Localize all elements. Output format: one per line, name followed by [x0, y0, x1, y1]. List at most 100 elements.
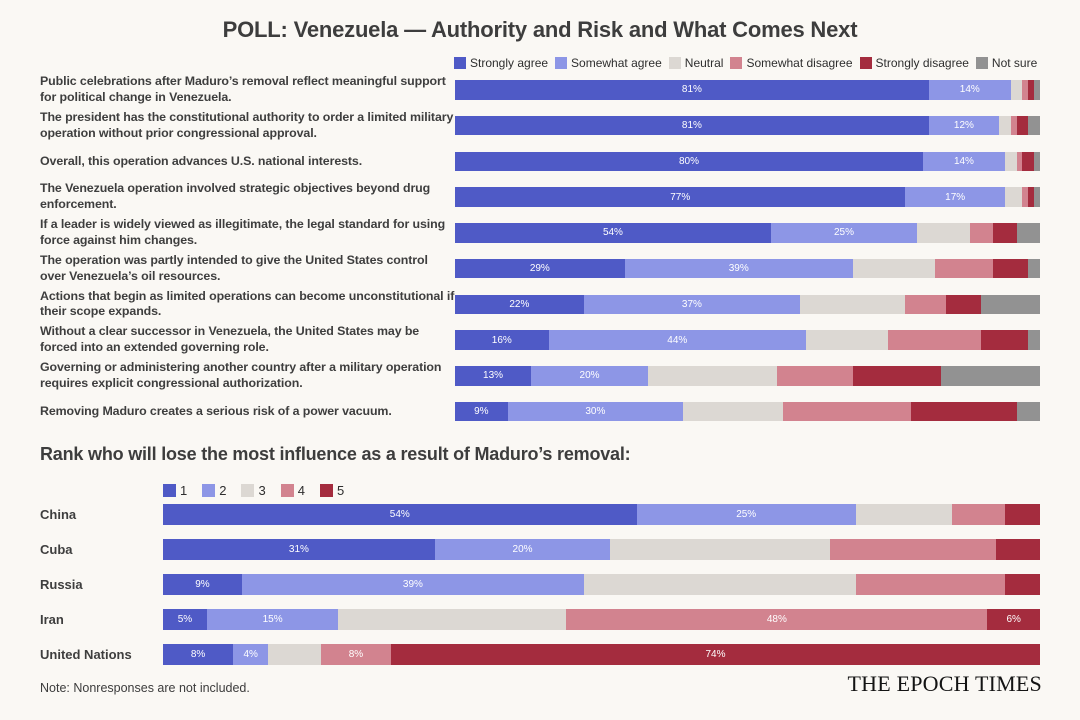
statement-row: Without a clear successor in Venezuela, …	[40, 322, 1040, 358]
value-label: 54%	[389, 509, 410, 520]
bar-segment-strongly-agree: 16%	[455, 330, 549, 350]
legend-item-2: 2	[202, 483, 226, 498]
bar-segment-somewhat-disagree	[782, 401, 912, 422]
bar-segment-neutral	[805, 330, 888, 350]
bar-segment-strongly-agree: 29%	[455, 258, 625, 279]
legend-swatch-not-sure	[975, 57, 988, 69]
value-label: 39%	[402, 579, 423, 590]
statement-row: Actions that begin as limited operations…	[40, 287, 1040, 323]
bar-segment-2: 4%	[233, 644, 269, 665]
bar-segment-1: 54%	[163, 504, 637, 525]
bar-segment-strongly-disagree	[1016, 115, 1029, 136]
bar-segment-strongly-disagree	[993, 258, 1029, 279]
value-label: 8%	[348, 649, 364, 660]
value-label: 6%	[1006, 614, 1021, 625]
value-label: 15%	[262, 614, 283, 625]
bar-segment-4	[829, 539, 997, 560]
value-label: 12%	[953, 120, 974, 132]
bar-segment-1: 8%	[163, 644, 234, 665]
row-label-cuba: Cuba	[40, 542, 73, 557]
value-label: 13%	[483, 370, 504, 382]
legend-swatch-strongly-disagree	[859, 57, 872, 69]
bar-segment-not-sure	[1034, 151, 1040, 172]
value-label: 16%	[491, 334, 512, 346]
value-label: 80%	[678, 155, 699, 167]
bar-segment-not-sure	[940, 366, 1040, 386]
bar-segment-strongly-disagree	[1022, 151, 1035, 172]
bar-segment-5: 6%	[987, 609, 1040, 630]
row-label-the-venezuela-operation-involv: The Venezuela operation involved strateg…	[40, 181, 431, 212]
value-label: 9%	[195, 579, 210, 590]
bar-segment-not-sure	[1016, 223, 1040, 243]
bar-segment-strongly-agree: 22%	[455, 294, 584, 315]
value-label: 44%	[667, 334, 688, 346]
country-row: United Nations 8% 4% 8% 74%	[40, 637, 1040, 672]
bar-segment-4: 48%	[566, 609, 988, 630]
bar-segment-not-sure	[1028, 258, 1040, 279]
bar-segment-4	[855, 574, 1005, 595]
bar-segment-not-sure	[1034, 80, 1040, 100]
bar-segment-strongly-disagree	[1028, 80, 1035, 100]
bar-segment-somewhat-disagree	[887, 330, 982, 350]
legend-item-5: 5	[319, 483, 344, 498]
bar-segment-somewhat-agree: 20%	[531, 366, 649, 386]
page-title: POLL: Venezuela — Authority and Risk and…	[222, 17, 858, 42]
bar-segment-strongly-agree: 81%	[455, 115, 929, 136]
legend-item-somewhat-agree: Somewhat agree	[555, 56, 662, 70]
stacked-bar: 29% 39%	[455, 258, 1040, 279]
stacked-bar: 77% 17%	[455, 187, 1040, 207]
row-label-actions-that-begin-as-limited-: Actions that begin as limited operations…	[40, 288, 455, 319]
stacked-bar: 54% 25%	[163, 504, 1040, 525]
row-label-removing-maduro-creates-a-seri: Removing Maduro creates a serious risk o…	[40, 403, 392, 418]
value-label: 25%	[736, 509, 757, 520]
legend-item-strongly-agree: Strongly agree	[454, 56, 548, 70]
legend-label: 1	[180, 483, 188, 498]
value-label: 14%	[959, 84, 980, 96]
value-label: 39%	[728, 263, 749, 275]
legend-swatch-2	[202, 484, 216, 497]
stacked-bar: 16% 44%	[455, 330, 1040, 350]
bar-segment-somewhat-agree: 37%	[583, 294, 801, 315]
bar-segment-3	[855, 504, 953, 525]
value-label: 74%	[705, 649, 726, 660]
legend-item-strongly-disagree: Strongly disagree	[859, 56, 969, 70]
bar-segment-somewhat-disagree	[934, 258, 994, 279]
bar-segment-neutral	[1004, 151, 1017, 172]
value-label: 14%	[953, 155, 974, 167]
value-label: 30%	[585, 406, 606, 418]
agreement-chart: Public celebrations after Maduro’s remov…	[40, 72, 1040, 430]
value-label: 48%	[766, 614, 787, 625]
bar-segment-4	[952, 504, 1005, 525]
country-row: Cuba 31% 20%	[40, 532, 1040, 567]
bar-segment-5	[996, 539, 1040, 560]
stacked-bar: 13% 20%	[455, 366, 1040, 386]
bar-segment-somewhat-disagree	[905, 294, 947, 315]
bar-segment-not-sure	[1028, 330, 1040, 350]
value-label: 8%	[190, 649, 206, 660]
legend-swatch-1	[163, 484, 176, 497]
statement-row: Removing Maduro creates a serious risk o…	[40, 394, 1040, 430]
bar-segment-strongly-agree: 9%	[455, 401, 508, 422]
row-label-united-nations: United Nations	[40, 647, 132, 662]
legend-item-3: 3	[241, 483, 266, 498]
bar-segment-not-sure	[981, 294, 1040, 315]
bar-segment-somewhat-disagree	[776, 366, 853, 386]
legend-item-1: 1	[163, 483, 187, 498]
bar-segment-1: 31%	[163, 539, 435, 560]
bar-segment-somewhat-agree: 30%	[507, 401, 684, 422]
bar-segment-strongly-disagree	[852, 366, 941, 386]
value-label: 37%	[681, 298, 702, 310]
rank-legend: 1 2 3 4 5	[163, 483, 344, 498]
bar-segment-somewhat-agree: 12%	[928, 115, 1000, 136]
legend-label: 4	[297, 483, 305, 498]
legend-item-not-sure: Not sure	[975, 56, 1037, 70]
bar-segment-neutral	[648, 366, 777, 386]
bar-segment-neutral	[1010, 80, 1023, 100]
bar-segment-3	[583, 574, 856, 595]
row-label-the-president-has-the-constitu: The president has the constitutional aut…	[40, 109, 454, 140]
bar-segment-2: 15%	[206, 609, 339, 630]
legend-swatch-3	[241, 484, 255, 497]
value-label: 29%	[529, 263, 550, 275]
row-label-governing-or-administering-ano: Governing or administering another count…	[40, 360, 442, 390]
bar-segment-strongly-disagree	[1028, 187, 1035, 207]
